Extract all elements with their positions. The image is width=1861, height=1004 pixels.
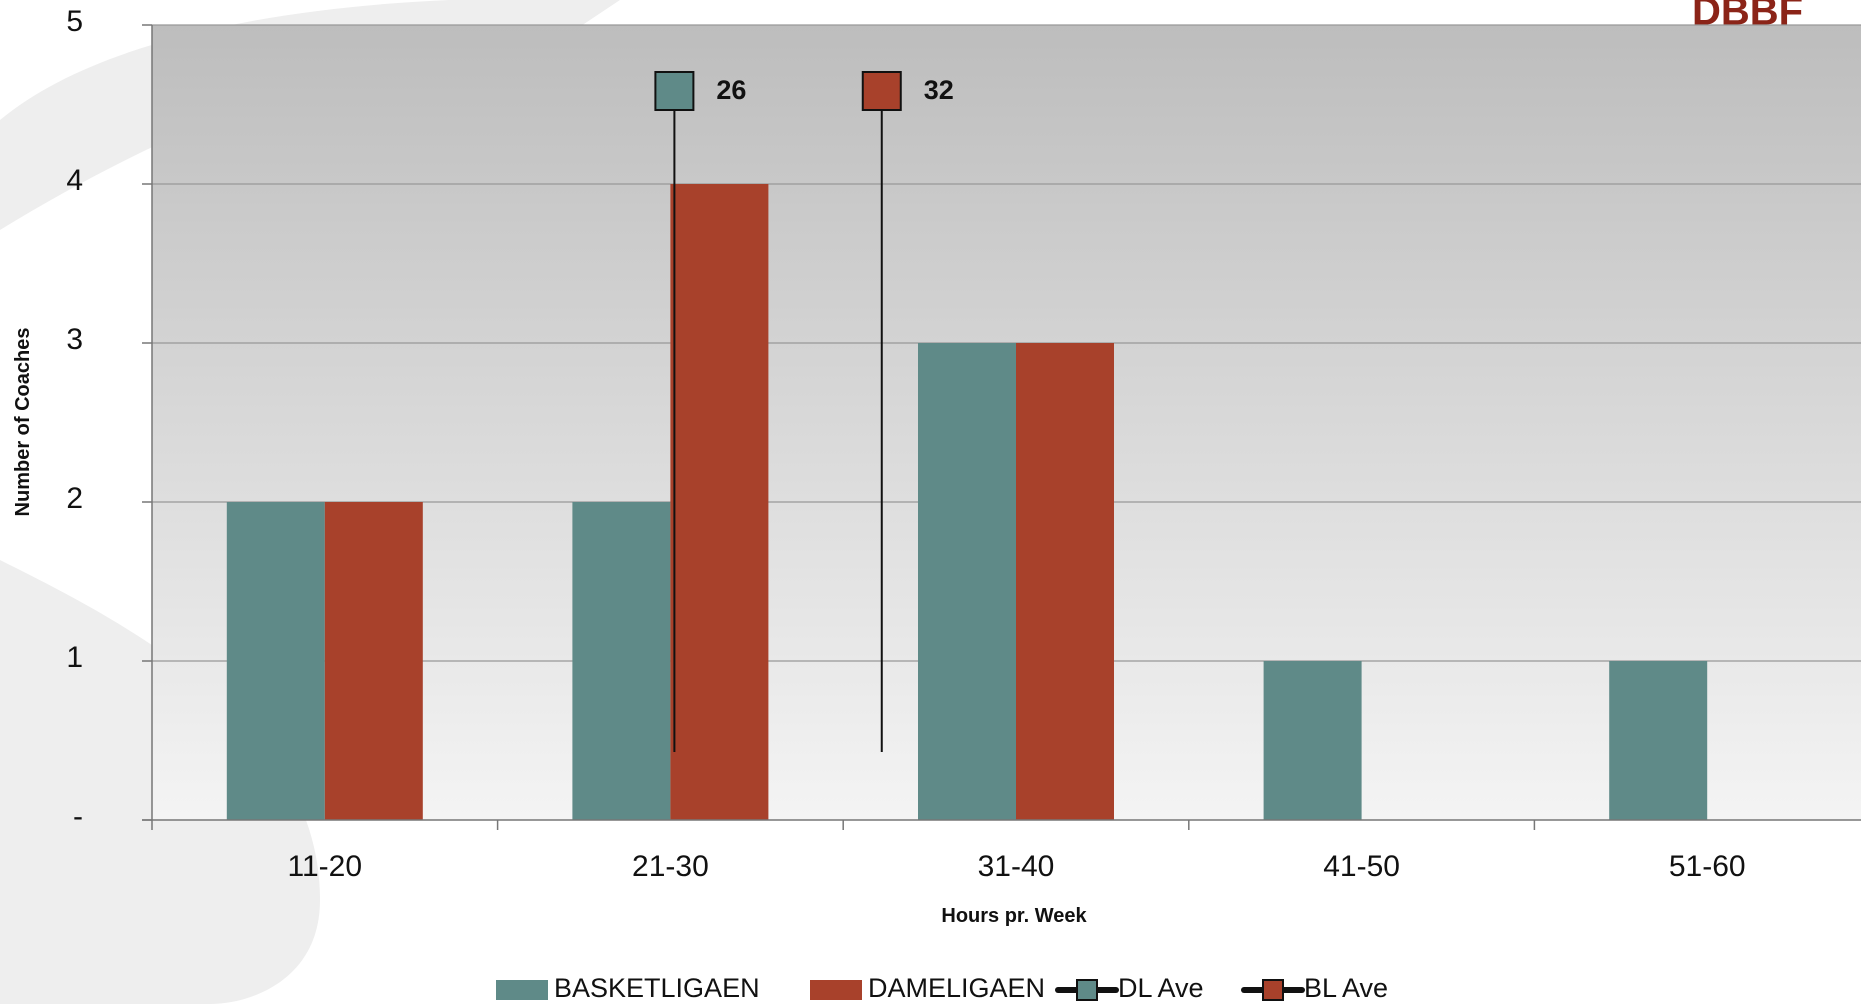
y-tick-label: 2 [66,482,83,515]
bar-dameligaen-21-30 [670,184,769,820]
legend-label: BL Ave [1304,973,1388,1003]
avg-marker-32 [861,71,902,111]
bar-basketligaen-31-40 [918,343,1016,820]
x-tick-label: 51-60 [1669,850,1746,883]
y-axis-title: Number of Coaches [12,328,34,517]
x-tick-label: 41-50 [1323,850,1400,883]
bar-basketligaen-11-20 [226,502,325,820]
bar-dameligaen-11-20 [324,502,423,820]
x-tick-label: 21-30 [632,850,709,883]
axes [142,24,1861,830]
y-tick-label: 3 [66,323,83,356]
bar-basketligaen-51-60 [1609,661,1708,820]
x-tick-labels: 11-20 21-30 31-40 41-50 51-60 [288,850,1746,883]
y-tick-label: 5 [66,5,83,38]
x-tick-label: 11-20 [288,850,363,883]
bar-basketligaen-21-30 [572,502,671,820]
avg-label: 32 [924,75,954,105]
bar-dameligaen-31-40 [1016,343,1114,820]
legend-marker [1262,979,1284,1001]
avg-label: 26 [716,75,746,105]
average-markers: 26 32 [654,71,954,752]
x-tick-label: 31-40 [978,850,1055,883]
legend-label: DL Ave [1118,973,1204,1003]
legend-marker [1076,979,1098,1001]
legend-swatch-basketligaen [496,980,548,1000]
y-tick-label: - [73,800,83,833]
bars [226,184,1708,820]
bar-basketligaen-41-50 [1263,661,1362,820]
legend: BASKETLIGAEN DAMELIGAEN DL Ave BL Ave [496,973,1388,1003]
x-axis-title: Hours pr. Week [941,905,1087,927]
avg-marker-26 [654,71,695,111]
legend-label: DAMELIGAEN [868,973,1045,1003]
y-tick-label: 4 [66,164,83,197]
legend-swatch-dameligaen [810,980,862,1000]
y-tick-label: 1 [66,641,83,674]
y-tick-labels: - 1 2 3 4 5 [66,5,83,833]
legend-label: BASKETLIGAEN [554,973,760,1003]
gridlines [152,24,1861,662]
